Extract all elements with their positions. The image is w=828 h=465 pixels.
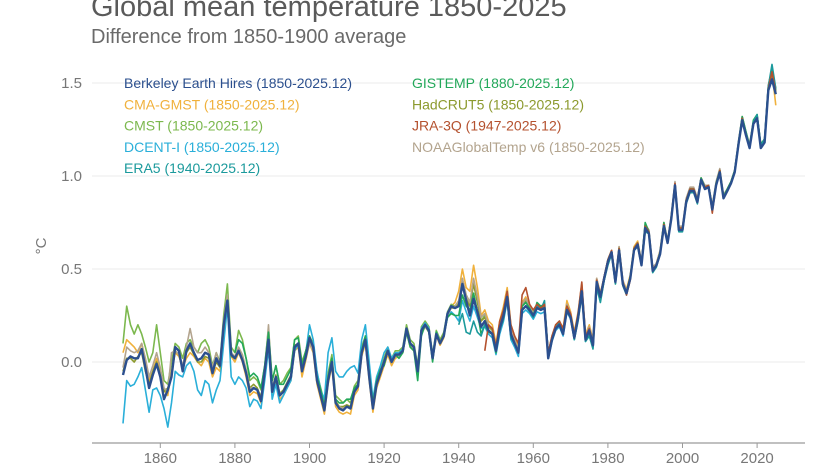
legend: Berkeley Earth Hires (1850-2025.12) CMA-G… — [124, 75, 645, 176]
legend-entry: CMST (1850-2025.12) — [124, 118, 263, 134]
legend-entry: DCENT-I (1850-2025.12) — [124, 139, 280, 155]
legend-entry: GISTEMP (1880-2025.12) — [412, 75, 574, 91]
y-tick-label: 0.0 — [61, 354, 82, 371]
y-axis: 0.0 0.5 1.0 1.5 — [61, 75, 82, 371]
x-tick-label: 2000 — [666, 450, 699, 465]
chart-title: Global mean temperature 1850-2025 — [91, 0, 567, 23]
series-line-berkeley — [121, 78, 777, 412]
legend-entry: Berkeley Earth Hires (1850-2025.12) — [124, 75, 352, 91]
x-tick-label: 1920 — [367, 450, 400, 465]
x-tick-label: 1860 — [144, 450, 177, 465]
x-tick-label: 1880 — [218, 450, 251, 465]
x-tick-label: 1940 — [442, 450, 475, 465]
legend-entry: ERA5 (1940-2025.12) — [124, 160, 260, 176]
x-tick-label: 1980 — [591, 450, 624, 465]
x-tick-label: 2020 — [740, 450, 773, 465]
series-lines — [121, 63, 777, 428]
x-axis: 1860 1880 1900 1920 1940 1960 1980 2000 2020 — [92, 442, 805, 465]
y-axis-label: °C — [33, 237, 50, 254]
x-tick-label: 1960 — [517, 450, 550, 465]
y-tick-label: 0.5 — [61, 261, 82, 278]
legend-entry: HadCRUT5 (1850-2025.12) — [412, 96, 584, 112]
y-tick-label: 1.0 — [61, 168, 82, 185]
legend-entry: NOAAGlobalTemp v6 (1850-2025.12) — [412, 139, 645, 155]
x-tick-label: 1900 — [293, 450, 326, 465]
legend-entry: CMA-GMST (1850-2025.12) — [124, 96, 300, 112]
legend-entry: JRA-3Q (1947-2025.12) — [412, 118, 561, 134]
y-tick-label: 1.5 — [61, 75, 82, 92]
chart-subtitle: Difference from 1850-1900 average — [91, 26, 407, 48]
